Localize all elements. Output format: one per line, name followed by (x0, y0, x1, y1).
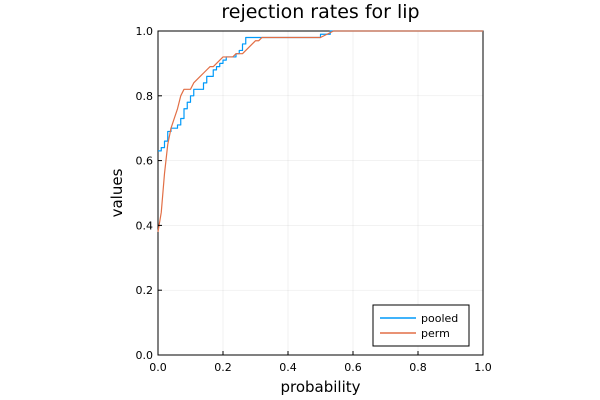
legend-label-perm: perm (421, 327, 450, 340)
chart-title: rejection rates for lip (221, 1, 419, 23)
series-line-perm (157, 30, 483, 232)
y-tick-label: 0.8 (136, 90, 154, 103)
x-tick-label: 0.6 (344, 361, 362, 374)
y-tick-label: 0.6 (136, 155, 154, 168)
x-tick-label: 1.0 (474, 361, 492, 374)
y-tick-label: 0.2 (136, 284, 154, 297)
y-tick-label: 0.4 (136, 219, 154, 232)
legend: pooled perm (372, 304, 470, 347)
y-tick-label: 0.0 (136, 349, 154, 362)
legend-label-pooled: pooled (421, 312, 458, 325)
x-tick-label: 0.0 (149, 361, 167, 374)
x-axis-label: probability (280, 378, 360, 396)
plot-area-frame (157, 30, 484, 356)
y-tick-label: 1.0 (136, 25, 154, 38)
x-tick-label: 0.8 (409, 361, 427, 374)
x-tick-label: 0.4 (279, 361, 297, 374)
y-axis-label: values (108, 168, 126, 217)
legend-box (372, 304, 470, 347)
x-tick-label: 0.2 (214, 361, 232, 374)
tick-layer: 0.0 0.2 0.4 0.6 0.8 1.0 0.0 0.2 0.4 0.6 0.8 1.0 (136, 25, 492, 374)
series-layer (157, 30, 483, 232)
